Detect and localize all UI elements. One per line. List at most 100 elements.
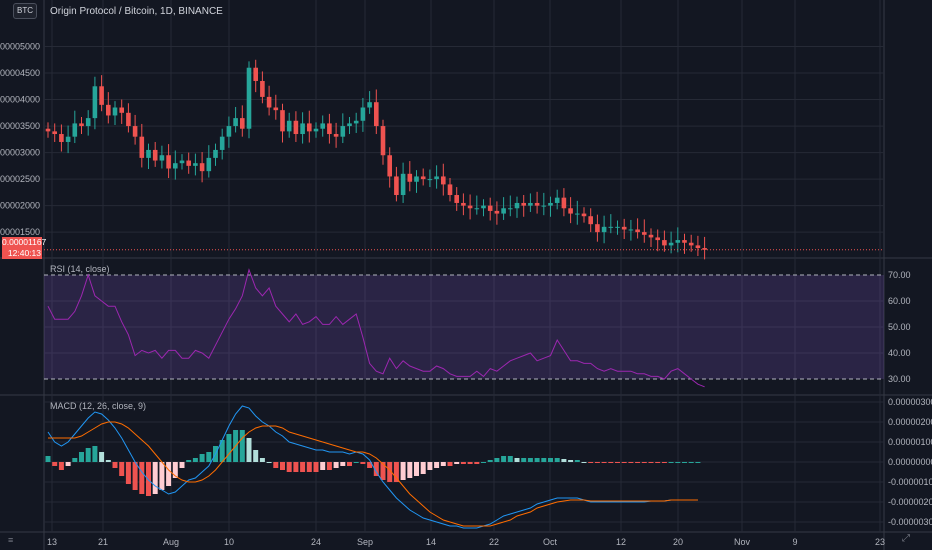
candle-body — [186, 160, 191, 166]
macd-histogram-bar — [514, 458, 520, 462]
macd-histogram-bar — [139, 462, 145, 494]
macd-histogram-bar — [407, 462, 413, 478]
macd-histogram-bar — [621, 462, 627, 463]
macd-histogram-bar — [568, 460, 574, 462]
x-tick-label: 23 — [875, 537, 885, 547]
candle-body — [173, 163, 178, 169]
macd-histogram-bar — [648, 462, 654, 463]
macd-histogram-bar — [561, 459, 567, 462]
macd-histogram-bar — [45, 456, 51, 462]
macd-histogram-bar — [112, 462, 118, 468]
candle-body — [367, 102, 372, 108]
candle-body — [601, 226, 607, 233]
macd-histogram-bar — [581, 462, 587, 463]
macd-histogram-bar — [574, 460, 580, 462]
x-tick-label: 14 — [426, 537, 436, 547]
candle-body — [615, 226, 620, 228]
candle-body — [112, 107, 118, 116]
macd-histogram-bar — [688, 462, 694, 463]
candle-body — [380, 126, 386, 156]
macd-histogram-bar — [695, 462, 701, 463]
macd-histogram-bar — [420, 462, 426, 474]
candle-body — [273, 107, 279, 111]
candle-body — [688, 242, 694, 246]
candle-body — [199, 163, 205, 172]
candle-body — [427, 179, 433, 181]
macd-histogram-bar — [280, 462, 285, 470]
macd-histogram-bar — [293, 462, 299, 472]
macd-tick-label: -0.00000200 — [888, 497, 932, 507]
candle-body — [662, 240, 667, 246]
macd-histogram-bar — [353, 462, 359, 463]
candle-body — [541, 205, 547, 207]
macd-histogram-bar — [266, 462, 272, 463]
symbol-badge[interactable]: BTC — [13, 3, 37, 19]
candle-body — [534, 202, 540, 206]
candle-body — [568, 208, 573, 214]
macd-histogram-bar — [521, 458, 527, 462]
macd-histogram-bar — [92, 446, 98, 462]
auto-scale-icon[interactable]: ⤢ — [902, 533, 910, 544]
macd-histogram-bar — [380, 462, 386, 480]
candle-body — [561, 197, 567, 209]
candle-body — [581, 213, 587, 217]
candle-body — [132, 126, 138, 137]
macd-histogram-bar — [393, 462, 399, 482]
macd-histogram-bar — [507, 456, 513, 462]
macd-histogram-bar — [253, 450, 259, 462]
macd-histogram-bar — [226, 434, 232, 462]
candle-body — [92, 86, 98, 119]
macd-histogram-bar — [467, 462, 473, 464]
candle-body — [233, 118, 238, 127]
candle-body — [253, 67, 258, 81]
macd-histogram-bar — [641, 462, 647, 463]
macd-histogram-bar — [434, 462, 440, 468]
candle-body — [307, 123, 312, 132]
macd-title: MACD (12, 26, close, 9) — [50, 401, 146, 411]
macd-histogram-bar — [159, 462, 165, 490]
candle-body — [521, 202, 526, 206]
candle-body — [260, 80, 265, 97]
candle-body — [246, 67, 252, 129]
macd-histogram-bar — [246, 438, 252, 462]
macd-tick-label: 0.00000300 — [888, 397, 932, 407]
rsi-title: RSI (14, close) — [50, 264, 110, 274]
x-tick-label: Oct — [543, 537, 558, 547]
x-tick-label: 20 — [673, 537, 683, 547]
macd-histogram-bar — [132, 462, 138, 490]
macd-histogram-bar — [387, 462, 393, 482]
candle-body — [414, 176, 419, 182]
candle-body — [213, 149, 218, 158]
macd-tick-label: -0.00000100 — [888, 477, 932, 487]
candle-body — [387, 155, 392, 177]
candle-body — [501, 208, 506, 214]
x-tick-label: Nov — [734, 537, 751, 547]
candle-body — [447, 184, 453, 196]
x-tick-label: Sep — [357, 537, 373, 547]
macd-histogram-bar — [661, 462, 667, 463]
macd-histogram-bar — [668, 462, 674, 463]
tradingview-logo-icon[interactable]: ≡ — [8, 535, 14, 545]
macd-histogram-bar — [554, 458, 560, 462]
candle-body — [179, 160, 185, 164]
candle-body — [280, 110, 285, 132]
price-tick-label: 0.00002500 — [0, 174, 40, 184]
x-tick-label: Aug — [163, 537, 179, 547]
candle-body — [347, 123, 352, 127]
signal-line — [48, 421, 698, 527]
candle-body — [139, 136, 145, 158]
macd-histogram-bar — [655, 462, 661, 463]
macd-histogram-bar — [72, 458, 78, 462]
macd-histogram-bar — [427, 462, 433, 470]
price-tick-label: 0.00004000 — [0, 95, 40, 105]
last-price: 0.00001167 — [2, 237, 47, 247]
candle-body — [360, 107, 366, 121]
candle-body — [126, 112, 131, 127]
candle-body — [682, 240, 687, 243]
candle-body — [668, 242, 674, 246]
macd-histogram-bar — [608, 462, 614, 463]
candle-body — [146, 149, 151, 158]
x-tick-label: 22 — [489, 537, 499, 547]
